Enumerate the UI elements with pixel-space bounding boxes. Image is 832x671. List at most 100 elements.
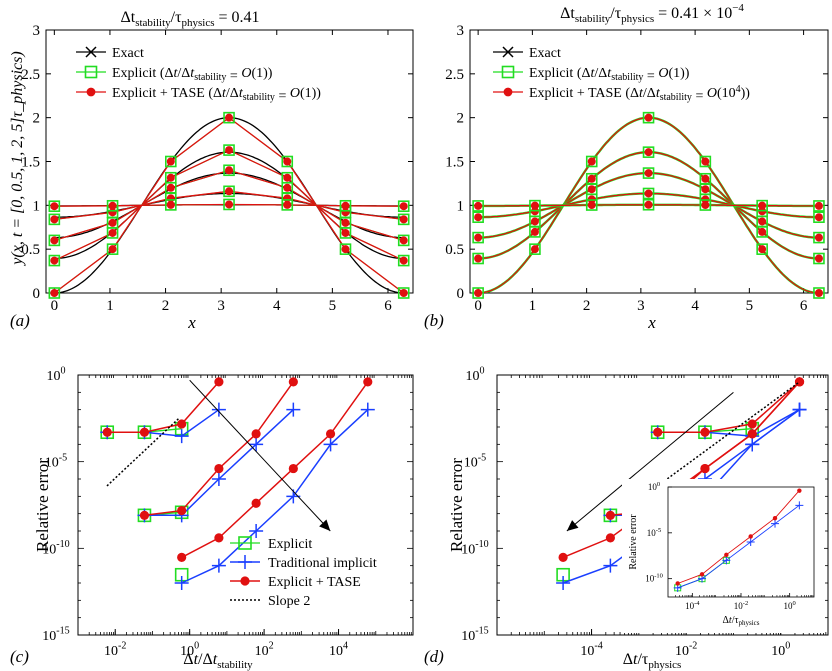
pd-inset-implicit-marker bbox=[746, 538, 755, 546]
pc-traditional-implicit-marker bbox=[249, 437, 264, 452]
pd-inset-tase-marker bbox=[699, 572, 705, 577]
pb-tase-marker bbox=[758, 245, 767, 254]
pb-legend-tspan: = bbox=[643, 69, 658, 84]
pa-explicit-marker bbox=[223, 144, 235, 156]
panel-d-ylabel: Relative error bbox=[447, 458, 466, 552]
pd-inset-ytick-label-exp: 0 bbox=[657, 481, 660, 488]
pd-traditional-implicit-marker bbox=[603, 558, 618, 573]
pd-inset-xtick-label: 100 bbox=[784, 600, 796, 611]
d-xlabel-d: physics bbox=[648, 659, 681, 671]
pb-explicit-marker bbox=[756, 243, 768, 255]
pb-tase-marker bbox=[474, 254, 483, 263]
pa-explicit-marker bbox=[397, 213, 410, 226]
panel-a: Δtstability/τphysics = 0.41 0 1 2 3 4 5 600.51… bbox=[9, 9, 414, 332]
pb-legend-tspan: stability bbox=[660, 92, 692, 103]
pa-explicit-marker bbox=[397, 254, 410, 267]
pa-tase-marker bbox=[166, 157, 175, 166]
pb-tase-marker bbox=[644, 113, 653, 122]
pa-explicit-marker bbox=[339, 199, 352, 212]
d-xlabel-a: Δ bbox=[623, 651, 633, 668]
pa-tase-marker bbox=[283, 173, 292, 182]
pb-tase-marker bbox=[530, 217, 539, 226]
pa-legend-tspan: stability bbox=[243, 92, 275, 103]
pa-explicit-marker bbox=[165, 155, 177, 168]
pb-explicit-marker bbox=[472, 211, 484, 223]
pa-legend-tspan: (1)) bbox=[300, 86, 321, 101]
pa-ytick-label: 0 bbox=[33, 286, 41, 302]
pc-traditional-implicit-marker bbox=[360, 402, 375, 417]
pb-tase-marker bbox=[587, 157, 596, 166]
pb-tase-marker bbox=[644, 169, 653, 178]
pb-explicit-marker bbox=[813, 211, 825, 223]
title-b-tail: = 0.41 × 10 bbox=[654, 5, 732, 22]
panel-a-ylabel: y(x, t = [0, 0.5, 1, 2, 5]τ_physics) bbox=[9, 51, 26, 266]
pc-legend-text: Explicit bbox=[268, 537, 312, 552]
pc-legend-text: Explicit + TASE bbox=[268, 575, 361, 590]
pc-xtick-label: 10-2 bbox=[104, 641, 126, 659]
pa-ytick-label: 1.5 bbox=[21, 155, 40, 171]
pd-ytick-label-exp: -15 bbox=[475, 626, 488, 637]
pc-explicit-tase-marker bbox=[139, 510, 150, 520]
pd-inset-tase-marker bbox=[675, 581, 680, 586]
pb-tase-marker bbox=[644, 200, 653, 209]
pd-inset-axes bbox=[667, 486, 815, 598]
pd-inset-xtick-label-exp: -4 bbox=[694, 600, 700, 607]
pd-xtick-label-exp: -2 bbox=[689, 641, 697, 652]
pb-tase-marker bbox=[701, 185, 710, 194]
pb-tase-marker bbox=[814, 288, 823, 297]
pb-tase-marker bbox=[644, 148, 653, 157]
pc-series-line bbox=[181, 409, 369, 584]
pd-traditional-implicit-marker bbox=[556, 576, 571, 590]
pb-legend-tspan: t bbox=[607, 66, 612, 81]
pa-explicit-marker bbox=[223, 164, 235, 177]
pa-explicit-marker bbox=[48, 200, 61, 213]
pa-xtick-label: 2 bbox=[162, 298, 170, 314]
pd-ytick-label: 10-15 bbox=[461, 626, 488, 644]
pa-xtick-label: 3 bbox=[217, 298, 225, 314]
pd-explicit-tase-marker bbox=[747, 429, 757, 439]
pa-tase-marker bbox=[225, 166, 234, 175]
pb-legend-tspan: Explicit + TASE (Δ bbox=[529, 86, 639, 101]
pb-explicit-marker bbox=[642, 187, 655, 200]
pc-traditional-implicit-marker bbox=[323, 437, 338, 452]
pc-xtick-label: 100 bbox=[180, 641, 199, 659]
pd-inset-ytick-label: 10-5 bbox=[647, 527, 661, 538]
pd-ytick-label-exp: 0 bbox=[479, 366, 484, 377]
pb-explicit-marker bbox=[585, 199, 598, 211]
pb-ytick-label: 2.5 bbox=[445, 67, 464, 83]
pb-tase-marker bbox=[474, 233, 483, 242]
pc-explicit-tase-marker bbox=[251, 429, 261, 439]
pc-explicit-tase-marker bbox=[251, 498, 261, 508]
pa-legend-exact-marker bbox=[85, 46, 97, 58]
pb-legend-tspan: = bbox=[692, 89, 707, 104]
pa-explicit-marker bbox=[397, 234, 410, 247]
pd-inset-implicit-marker bbox=[795, 501, 804, 510]
pb-explicit-marker bbox=[642, 146, 655, 158]
panel-c-ylabel: Relative error bbox=[33, 458, 52, 552]
pd-arrow-head bbox=[566, 520, 579, 531]
pb-ytick-label: 3 bbox=[457, 23, 465, 39]
pa-legend-tspan: /Δ bbox=[226, 86, 239, 101]
pb-xtick-label: 2 bbox=[583, 298, 591, 314]
pb-explicit-marker bbox=[642, 198, 655, 211]
pa-explicit-marker bbox=[397, 200, 410, 213]
pa-tase-marker bbox=[50, 256, 59, 265]
pa-tase-marker bbox=[341, 228, 350, 237]
pb-explicit-marker bbox=[699, 155, 712, 168]
panel-d-label: (d) bbox=[424, 647, 444, 666]
pb-legend-tase-text: Explicit + TASE (Δt/Δtstability = O(104)… bbox=[529, 84, 750, 104]
pa-legend-exact-text: Exact bbox=[112, 46, 144, 61]
pa-ytick-label: 2.5 bbox=[21, 67, 40, 83]
panel-c: 10-2 100 102 10410-1510-1010-5100ExplicitTr… bbox=[10, 366, 414, 671]
pa-explicit-marker bbox=[339, 243, 352, 255]
pb-explicit-marker bbox=[472, 231, 484, 244]
pb-tase-marker bbox=[814, 201, 823, 210]
title-a-main: Δt bbox=[120, 9, 135, 26]
pa-tase-marker bbox=[225, 146, 234, 155]
c-xlabel-c: /Δ bbox=[198, 651, 213, 668]
pb-tase-marker bbox=[758, 201, 767, 210]
pd-inset-xlabel: Δt/τphysics bbox=[722, 615, 759, 627]
panel-a-title: Δtstability/τphysics = 0.41 bbox=[120, 9, 259, 29]
pb-tase-marker bbox=[758, 217, 767, 226]
